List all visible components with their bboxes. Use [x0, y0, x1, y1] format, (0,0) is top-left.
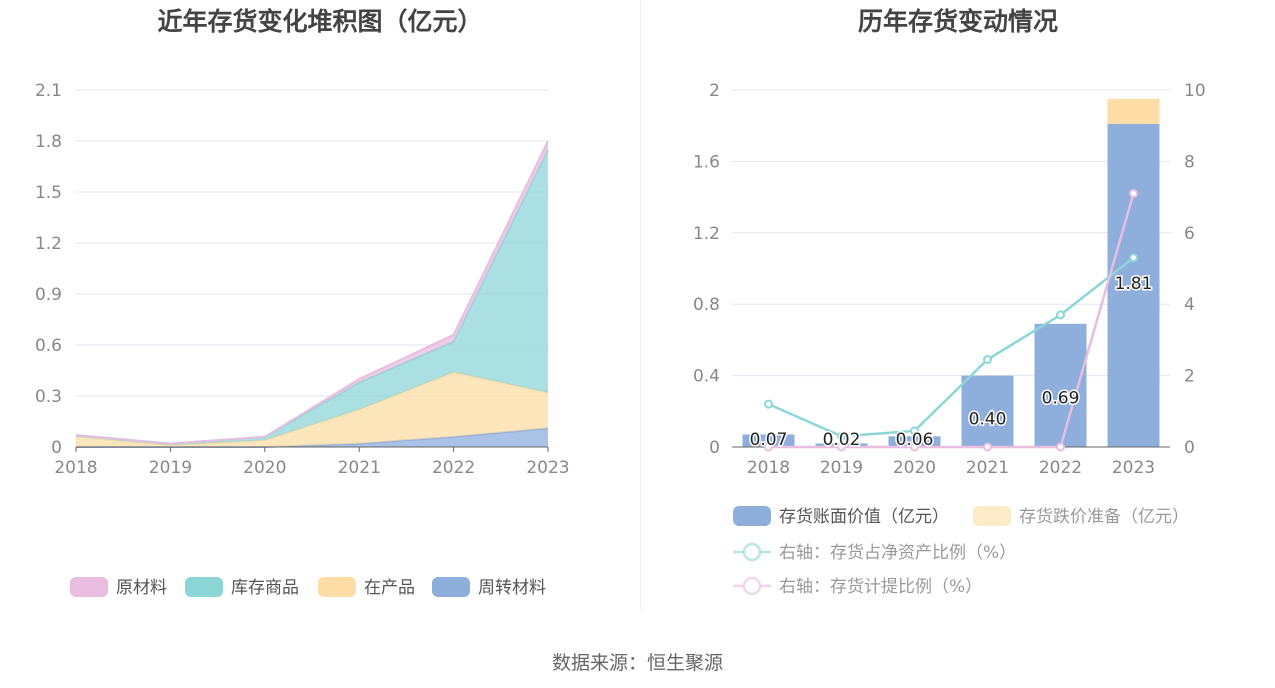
- left-chart-title: 近年存货变化堆积图（亿元）: [157, 7, 483, 36]
- y-left-tick-label: 0.8: [693, 295, 720, 315]
- area-在产品: [76, 372, 548, 447]
- legend-label: 原材料: [116, 578, 167, 598]
- legend-label: 在产品: [364, 578, 415, 598]
- legend-item: 库存商品: [185, 577, 299, 598]
- y-left-tick-label: 2: [709, 81, 720, 101]
- bar-book-value: [888, 436, 941, 447]
- line-point: [1056, 442, 1065, 452]
- right-chart-panel: 历年存货变动情况 0 0.4 0.8 1.2 1.6 2 0 2 4 6 8 10 2018 2019 20…: [641, 0, 1275, 610]
- y-right-tick-label: 8: [1184, 152, 1195, 172]
- y-tick-label: 0.6: [35, 336, 62, 356]
- y-right-tick-label: 4: [1184, 295, 1195, 315]
- y-right-tick-label: 2: [1184, 367, 1195, 387]
- line-point: [910, 442, 919, 452]
- x-tick-label: 2022: [432, 458, 475, 478]
- legend-item: 周转材料: [432, 577, 546, 598]
- line-point: [837, 431, 846, 441]
- legend-swatch: [973, 506, 1011, 526]
- data-source-footer: 数据来源：恒生聚源: [551, 652, 723, 674]
- x-tick-label: 2018: [54, 458, 97, 478]
- legend-item: 存货账面价值（亿元）: [733, 506, 949, 527]
- y-left-tick-label: 0.4: [693, 367, 720, 387]
- bar-book-value: [742, 434, 795, 447]
- bar-value-label: 0.02: [823, 430, 861, 450]
- legend-swatch: [733, 506, 771, 526]
- y-left-tick-label: 1.2: [693, 224, 720, 244]
- bar-value-label: 0.07: [750, 430, 788, 450]
- stacked-area-chart: 0 0.3 0.6 0.9 1.2 1.5 1.8 2.1 2018 2019 2020 2021 20…: [35, 81, 570, 598]
- line-point: [764, 442, 773, 452]
- legend-label: 存货跌价准备（亿元）: [1019, 507, 1189, 527]
- bar-book-value: [1107, 123, 1160, 447]
- legend-label: 右轴：存货占净资产比例（%）: [779, 543, 1016, 563]
- legend-label: 右轴：存货计提比例（%）: [779, 577, 982, 597]
- legend-item: 存货跌价准备（亿元）: [973, 506, 1189, 527]
- y-tick-label: 1.8: [35, 132, 62, 152]
- area-库存商品: [76, 149, 548, 446]
- bar-value-label: 0.06: [896, 430, 934, 450]
- x-tick-label: 2019: [820, 458, 863, 478]
- x-tick-label: 2023: [526, 458, 569, 478]
- y-tick-label: 1.2: [35, 234, 62, 254]
- line-point: [764, 399, 773, 409]
- legend-item: 右轴：存货占净资产比例（%）: [733, 542, 1016, 563]
- x-tick-label: 2022: [1039, 458, 1082, 478]
- legend-marker: [742, 542, 762, 562]
- y-left-tick-label: 0: [709, 438, 720, 458]
- line-point: [1129, 189, 1138, 199]
- x-tick-label: 2020: [243, 458, 286, 478]
- y-right-tick-label: 10: [1184, 81, 1206, 101]
- x-tick-label: 2021: [338, 458, 381, 478]
- y-left-tick-label: 1.6: [693, 152, 720, 172]
- line-右轴：存货占净资产比例（%）: [767, 256, 1135, 438]
- right-chart-title: 历年存货变动情况: [857, 7, 1058, 36]
- y-tick-label: 1.5: [35, 183, 62, 203]
- line-point: [983, 355, 992, 365]
- legend-label: 库存商品: [231, 578, 299, 598]
- bar-value-label: 1.81: [1115, 274, 1153, 294]
- x-tick-label: 2019: [149, 458, 192, 478]
- legend-item: 原材料: [70, 577, 167, 598]
- legend-item: 在产品: [318, 577, 415, 598]
- x-tick-label: 2021: [966, 458, 1009, 478]
- x-tick-label: 2023: [1112, 458, 1155, 478]
- legend-marker: [742, 576, 762, 596]
- line-右轴：存货计提比例（%）: [768, 193, 1135, 449]
- bar-value-label: 0.40: [969, 409, 1007, 429]
- bar-line-combo-chart: 0 0.4 0.8 1.2 1.6 2 0 2 4 6 8 10 2018 2019 2020 2021 202…: [693, 81, 1206, 597]
- line-point: [983, 442, 992, 452]
- area-edge-原材料: [75, 140, 549, 445]
- panel-divider: [640, 0, 641, 610]
- line-point: [910, 426, 919, 436]
- y-right-tick-label: 0: [1184, 438, 1195, 458]
- legend-label: 周转材料: [478, 578, 546, 598]
- legend-swatch: [70, 577, 108, 597]
- area-周转材料: [76, 428, 548, 447]
- line-point: [1056, 310, 1065, 320]
- bar-book-value: [961, 375, 1014, 447]
- line-point: [1129, 253, 1138, 263]
- y-tick-label: 0: [51, 438, 62, 458]
- bar-value-label: 0.69: [1042, 389, 1080, 409]
- legend-label: 存货账面价值（亿元）: [779, 507, 949, 527]
- legend-swatch: [185, 577, 223, 597]
- legend-swatch: [318, 577, 356, 597]
- y-tick-label: 0.9: [35, 285, 62, 305]
- x-tick-label: 2018: [747, 458, 790, 478]
- y-tick-label: 2.1: [35, 81, 62, 101]
- left-chart-panel: 近年存货变化堆积图（亿元） 0 0.3 0.6 0.9 1.2 1.5 1.8 2.1 2018…: [0, 0, 640, 610]
- y-right-tick-label: 6: [1184, 224, 1195, 244]
- legend-item: 右轴：存货计提比例（%）: [733, 576, 982, 597]
- legend-swatch: [432, 577, 470, 597]
- y-tick-label: 0.3: [35, 387, 62, 407]
- x-tick-label: 2020: [893, 458, 936, 478]
- line-point: [837, 442, 846, 452]
- bar-impairment: [1107, 98, 1160, 124]
